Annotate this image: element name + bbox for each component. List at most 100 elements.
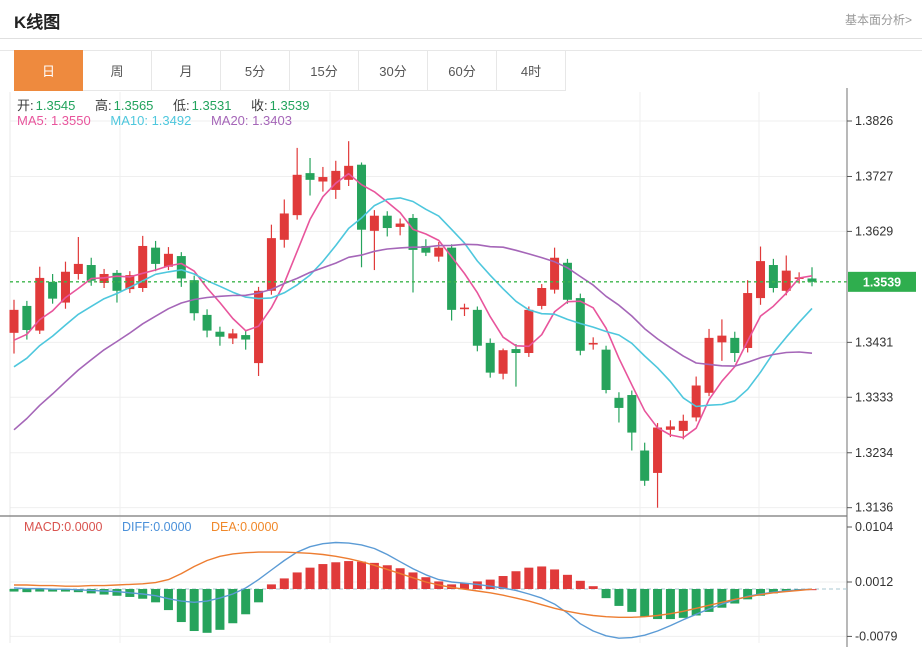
macd-hist-bar: [215, 589, 225, 630]
candle-body: [292, 174, 302, 216]
candle-body: [163, 253, 173, 267]
macd-axis-label: 0.0012: [855, 575, 893, 589]
macd-hist-bar: [279, 578, 289, 589]
macd-hist-bar: [292, 572, 302, 589]
price-badge: [848, 271, 916, 292]
candle-body: [665, 426, 675, 430]
candle-body: [498, 350, 508, 374]
macd-hist-bar: [357, 561, 367, 589]
candle-body: [730, 337, 740, 354]
tab-周[interactable]: 周: [83, 50, 152, 91]
candle-body: [434, 247, 444, 257]
macd-hist-bar: [35, 589, 45, 592]
tab-60分[interactable]: 60分: [428, 50, 497, 91]
macd-hist-bar: [421, 577, 431, 589]
candle-body: [562, 262, 572, 300]
ma10-line: [13, 197, 813, 408]
macd-hist-bar: [99, 589, 109, 595]
candle-body: [485, 342, 495, 373]
candle-body: [807, 278, 817, 282]
candle-body: [35, 277, 45, 331]
macd-hist-bar: [627, 589, 637, 612]
candle-body: [9, 309, 19, 333]
tab-30分[interactable]: 30分: [359, 50, 428, 91]
ma5-line: [13, 172, 813, 439]
candle-body: [112, 272, 122, 291]
ma-legend: MA5: 1.3550 MA10: 1.3492 MA20: 1.3403: [17, 113, 308, 128]
macd-hist-bar: [575, 580, 585, 589]
macd-hist-bar: [498, 576, 508, 589]
candle-body: [627, 395, 637, 433]
y-axis-label: 1.3431: [855, 335, 893, 349]
candle-body: [125, 275, 135, 290]
macd-axis-label: -0.0079: [855, 629, 897, 643]
macd-hist-bar: [781, 589, 791, 592]
macd-hist-bar: [756, 589, 766, 596]
ohlc-legend: 开: 1.3545 高: 1.3565 低: 1.3531 收: 1.3539: [17, 95, 325, 114]
macd-hist-bar: [189, 589, 199, 632]
candle-body: [382, 215, 392, 229]
candle-body: [704, 337, 714, 393]
macd-hist-bar: [241, 589, 251, 615]
macd-hist-bar: [550, 569, 560, 589]
macd-hist-bar: [266, 584, 276, 589]
candle-body: [305, 173, 315, 180]
macd-hist-bar: [331, 562, 341, 589]
macd-hist-bar: [640, 589, 650, 617]
tab-5分[interactable]: 5分: [221, 50, 290, 91]
candle-body: [691, 385, 701, 418]
y-axis-label: 1.3629: [855, 224, 893, 238]
macd-label: MACD:: [24, 520, 65, 534]
macd-hist-bar: [22, 589, 32, 593]
fundamental-analysis-link[interactable]: 基本面分析>: [844, 13, 912, 27]
candle-body: [22, 305, 32, 331]
candle-body: [756, 261, 766, 299]
macd-hist-bar: [768, 589, 778, 594]
diff-line: [13, 541, 813, 639]
macd-hist-bar: [511, 571, 521, 589]
tab-4时[interactable]: 4时: [497, 50, 566, 91]
candle-body: [73, 263, 83, 274]
macd-hist-bar: [369, 562, 379, 589]
macd-hist-bar: [614, 589, 624, 606]
candle-body: [241, 335, 251, 340]
candle-body: [537, 287, 547, 306]
candle-body: [266, 238, 276, 291]
macd-hist-bar: [601, 589, 611, 599]
ma10-label: MA10:: [110, 113, 148, 128]
candle-body: [524, 309, 534, 354]
macd-hist-bar: [743, 589, 753, 600]
macd-hist-bar: [653, 589, 663, 620]
macd-hist-bar: [318, 564, 328, 589]
macd-hist-bar: [176, 589, 186, 623]
macd-hist-bar: [524, 567, 534, 589]
tab-15分[interactable]: 15分: [290, 50, 359, 91]
candle-body: [447, 247, 457, 310]
ma20-label: MA20:: [210, 113, 249, 128]
price-badge-text: 1.3539: [863, 275, 901, 289]
candle-body: [601, 349, 611, 390]
dea-label: DEA:: [210, 520, 241, 534]
tab-月[interactable]: 月: [152, 50, 221, 91]
candle-body: [472, 309, 482, 346]
macd-hist-bar: [305, 567, 315, 589]
candle-body: [138, 245, 148, 288]
page-title: K线图: [14, 13, 61, 32]
macd-hist-bar: [459, 583, 469, 589]
dea-value: 0.0000: [240, 520, 279, 534]
tab-日[interactable]: 日: [14, 50, 83, 91]
candle-body: [395, 223, 405, 227]
candle-body: [575, 298, 585, 351]
diff-label: DIFF:: [122, 520, 154, 534]
ma20-value: 1.3403: [252, 113, 292, 128]
candle-body: [60, 271, 70, 303]
candle-body: [421, 245, 431, 253]
y-axis-label: 1.3234: [855, 446, 893, 460]
macd-hist-bar: [704, 589, 714, 612]
high-label: 高:: [95, 98, 112, 113]
candle-body: [640, 450, 650, 481]
ma5-value: 1.3550: [50, 113, 91, 128]
candle-body: [588, 342, 598, 345]
